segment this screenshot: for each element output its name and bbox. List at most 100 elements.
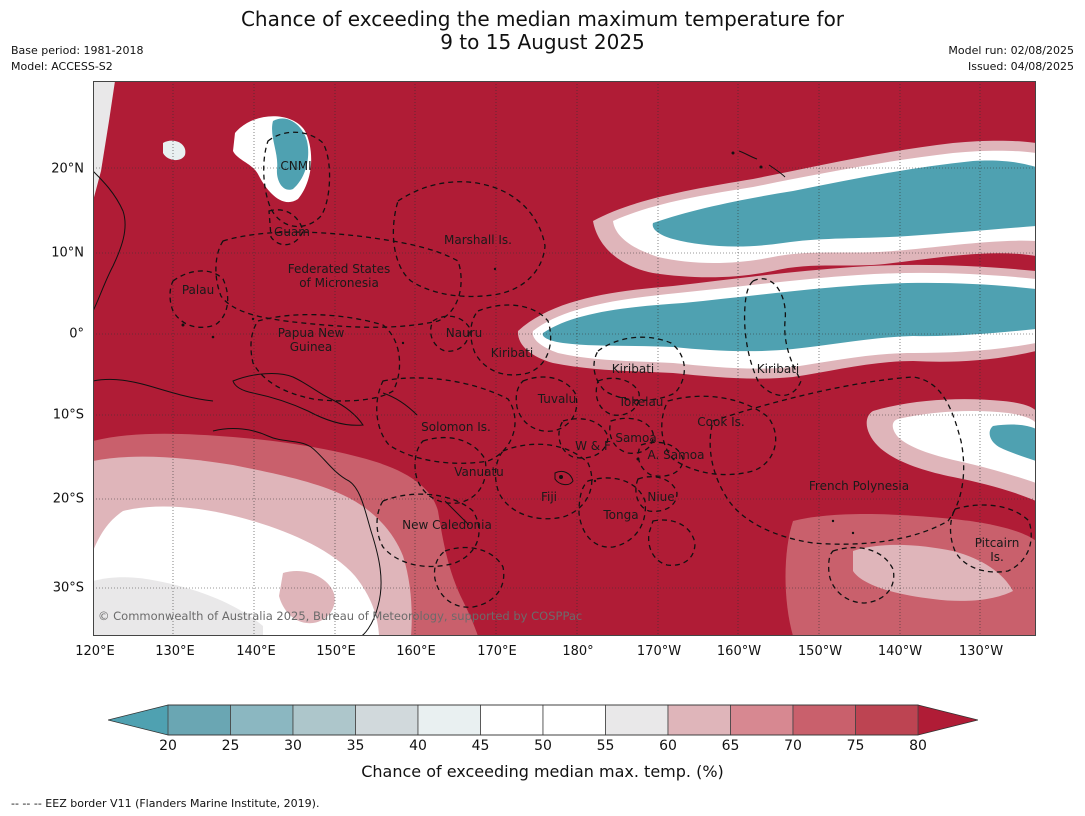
x-tick-180: 180° — [562, 644, 594, 659]
colorbar-bin-3 — [355, 704, 419, 736]
eez-solomon — [376, 377, 516, 464]
y-tick-0: 0° — [69, 326, 84, 342]
colorbar-bin-9 — [730, 704, 794, 736]
colorbar-bin-1 — [230, 704, 294, 736]
copyright-text: © Commonwealth of Australia 2025, Bureau… — [98, 609, 583, 623]
cbar-tick-45: 45 — [471, 738, 490, 754]
fiji-coast — [554, 470, 574, 486]
model-run-text: Model run: 02/08/2025 — [948, 44, 1074, 57]
north-band-blue — [652, 160, 1036, 247]
solomon-is-coast — [382, 392, 418, 416]
x-tick-160w: 160°W — [716, 644, 762, 659]
eez-kermadec — [647, 519, 696, 566]
model-text: Model: ACCESS-S2 — [11, 60, 113, 73]
x-tick-120e: 120°E — [75, 644, 115, 659]
y-tick-10s: 10°S — [52, 407, 84, 423]
label-new-caledonia: New Caledonia — [402, 518, 492, 532]
colorbar-outline — [108, 704, 978, 736]
map-canvas — [93, 81, 1036, 636]
cbar-tick-70: 70 — [784, 738, 802, 754]
colorbar — [108, 704, 978, 736]
eez-tokelau — [595, 377, 640, 416]
eez-cook — [661, 395, 777, 476]
sw-gray-area — [93, 577, 263, 636]
se-patch-blue — [989, 424, 1036, 461]
x-tick-170w: 170°W — [636, 644, 682, 659]
colorbar-bin-6 — [542, 704, 606, 736]
label-niue: Niue — [647, 490, 675, 504]
label-pitcairn: Pitcairn Is. — [974, 536, 1020, 564]
label-palau: Palau — [181, 283, 215, 297]
eez-american-samoa — [637, 441, 684, 477]
cbar-tick-35: 35 — [346, 738, 365, 754]
eez-tuvalu — [515, 376, 578, 432]
title-line-1: Chance of exceeding the median maximum t… — [240, 7, 845, 31]
eez-borders — [169, 131, 1032, 608]
cbar-tick-80: 80 — [909, 738, 927, 754]
label-tuvalu: Tuvalu — [537, 392, 577, 406]
cbar-tick-65: 65 — [721, 738, 740, 754]
cbar-tick-55: 55 — [596, 738, 615, 754]
cbar-tick-40: 40 — [409, 738, 427, 754]
nw-pale-area — [93, 81, 115, 201]
x-tick-140w: 140°W — [877, 644, 923, 659]
new-guinea-coast — [232, 373, 364, 426]
colorbar-bin-4 — [417, 704, 481, 736]
map-panel: CNMI Guam Marshall Is. Federated States … — [93, 81, 1036, 636]
eez-marshall — [392, 181, 546, 298]
eez-niue — [635, 476, 678, 513]
eez-samoa — [609, 417, 654, 454]
eez-fsm — [215, 231, 462, 328]
meta-left: Base period: 1981-2018 Model: ACCESS-S2 — [11, 43, 143, 75]
label-marshall-is: Marshall Is. — [444, 233, 512, 247]
cbar-tick-75: 75 — [846, 738, 865, 754]
label-fsm: Federated States of Micronesia — [287, 262, 391, 290]
y-tick-10n: 10°N — [51, 245, 84, 261]
issued-text: Issued: 04/08/2025 — [967, 60, 1074, 73]
y-tick-20s: 20°S — [52, 491, 84, 507]
colorbar-over-arrow — [918, 705, 978, 735]
label-french-polynesia: French Polynesia — [808, 479, 910, 493]
colorbar-label: Chance of exceeding median max. temp. (%… — [361, 762, 724, 781]
eez-guam — [268, 209, 304, 246]
eez-new-caledonia — [376, 493, 480, 568]
map-title: Chance of exceeding the median maximum t… — [0, 8, 1085, 54]
eez-norfolk — [433, 546, 505, 608]
label-solomon-is: Solomon Is. — [421, 420, 491, 434]
colorbar-bin-8 — [667, 704, 731, 736]
label-american-samoa: A. Samoa — [647, 448, 705, 462]
x-tick-170e: 170°E — [477, 644, 517, 659]
island-dots — [181, 151, 855, 535]
colorbar-under-arrow — [108, 705, 168, 735]
eez-kiribati-gilbert — [470, 304, 552, 376]
colorbar-bin-7 — [605, 704, 669, 736]
cbar-tick-25: 25 — [221, 738, 240, 754]
x-tick-130w: 130°W — [958, 644, 1004, 659]
sw-pink-blob — [279, 571, 335, 624]
cbar-tick-30: 30 — [284, 738, 302, 754]
title-line-2: 9 to 15 August 2025 — [440, 30, 645, 54]
label-png: Papua New Guinea — [277, 326, 345, 354]
label-kiribati-1: Kiribati — [490, 346, 534, 360]
colorbar-bin-10 — [792, 704, 856, 736]
cnmi-patch-inner — [272, 118, 309, 190]
meta-right: Model run: 02/08/2025 Issued: 04/08/2025 — [948, 43, 1074, 75]
philippines-coast — [93, 170, 126, 312]
eez-palau — [169, 270, 229, 328]
label-cook-is: Cook Is. — [697, 415, 745, 429]
cbar-tick-50: 50 — [534, 738, 552, 754]
indonesia-coast — [93, 378, 214, 402]
base-period-text: Base period: 1981-2018 — [11, 44, 144, 57]
colorbar-bin-5 — [480, 704, 544, 736]
eez-wallis-futuna — [558, 418, 609, 459]
cbar-tick-20: 20 — [159, 738, 177, 754]
colorbar-bin-11 — [855, 704, 919, 736]
eez-vanuatu — [414, 437, 487, 504]
se-lower-light — [853, 544, 1013, 601]
label-guam: Guam — [274, 225, 310, 239]
australia-coast — [212, 428, 382, 636]
label-tonga: Tonga — [603, 508, 639, 522]
eez-png — [250, 313, 401, 402]
map-frame — [93, 81, 1036, 636]
cbar-tick-60: 60 — [659, 738, 677, 754]
